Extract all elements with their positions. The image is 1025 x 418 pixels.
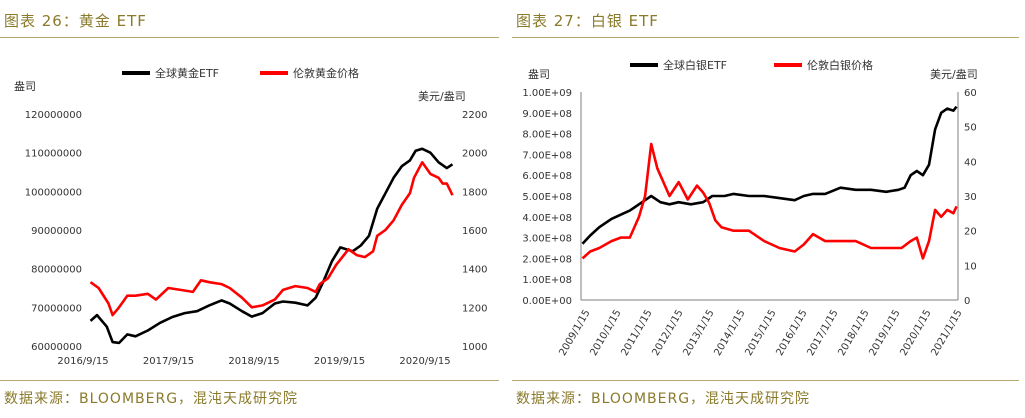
source-divider	[0, 380, 499, 381]
left-tick-label: 5.00E+08	[522, 192, 572, 203]
right-tick-label: 30	[964, 192, 977, 203]
figure-title: 图表 27：白银 ETF	[516, 12, 659, 30]
x-tick-label: 2013/1/15	[681, 308, 716, 358]
left-tick-label: 8.00E+08	[522, 130, 572, 141]
left-tick-label: 0.00E+00	[522, 296, 572, 307]
left-tick-label: 80000000	[31, 265, 82, 276]
left-tick-label: 2.00E+08	[522, 254, 572, 265]
left-tick-label: 7.00E+08	[522, 150, 572, 161]
right-tick-label: 1000	[462, 342, 487, 353]
left-tick-label: 4.00E+08	[522, 213, 572, 224]
series-line	[581, 142, 958, 260]
x-tick-label: 2019/9/15	[314, 356, 365, 367]
left-axis-title: 盎司	[528, 67, 550, 81]
gold-etf-panel: 图表 26：黄金 ETF 盎司美元/盎司 120000000 110000000 10…	[0, 0, 505, 418]
x-tick-label: 2021/1/15	[929, 308, 964, 358]
source-note: 数据来源：BLOOMBERG，混沌天成研究院	[516, 391, 811, 407]
right-tick-label: 2200	[462, 110, 487, 121]
left-tick-label: 3.00E+08	[522, 234, 572, 245]
left-tick-label: 60000000	[31, 342, 82, 353]
x-tick-label: 2016/1/15	[774, 308, 809, 358]
source-note: 数据来源：BLOOMBERG，混沌天成研究院	[4, 391, 299, 407]
right-tick-label: 1800	[462, 187, 487, 198]
right-axis-title: 美元/盎司	[930, 67, 978, 81]
right-tick-label: 50	[964, 123, 977, 134]
right-tick-label: 1600	[462, 226, 487, 237]
legend-label: 全球白银ETF	[663, 58, 727, 72]
left-tick-label: 1.00E+08	[522, 275, 572, 286]
silver-etf-panel: 图表 27：白银 ETF 盎司 美元/盎司 1.00E+09 9.00E+08 8.00…	[512, 0, 1025, 418]
title-divider	[512, 37, 1019, 38]
left-tick-label: 1.00E+09	[522, 88, 572, 99]
right-tick-label: 20	[964, 227, 977, 238]
left-tick-label: 6.00E+08	[522, 171, 572, 182]
figure-title: 图表 26：黄金 ETF	[4, 12, 147, 30]
x-tick-label: 2009/1/15	[557, 308, 592, 358]
right-tick-label: 60	[964, 88, 977, 99]
legend-label: 伦敦黄金价格	[293, 66, 359, 80]
x-tick-label: 2017/1/15	[805, 308, 840, 358]
legend-label: 全球黄金ETF	[155, 66, 219, 80]
left-tick-label: 9.00E+08	[522, 109, 572, 120]
right-tick-label: 0	[964, 296, 970, 307]
right-tick-label: 10	[964, 261, 977, 272]
legend-label: 伦敦白银价格	[807, 58, 873, 72]
x-tick-label: 2015/1/15	[743, 308, 778, 358]
source-divider	[512, 380, 1019, 381]
x-tick-label: 2014/1/15	[712, 308, 747, 358]
x-tick-label: 2017/9/15	[143, 356, 194, 367]
left-tick-label: 100000000	[25, 187, 82, 198]
x-tick-label: 2011/1/15	[619, 308, 654, 358]
x-tick-label: 2020/9/15	[399, 356, 450, 367]
x-tick-label: 2018/1/15	[836, 308, 871, 358]
silver-etf-chart: 盎司 美元/盎司 1.00E+09 9.00E+08 8.00E+08 7.00E+08 6…	[522, 58, 978, 358]
series-line	[89, 161, 454, 317]
left-tick-label: 70000000	[31, 303, 82, 314]
right-tick-label: 2000	[462, 149, 487, 160]
right-tick-label: 40	[964, 157, 977, 168]
series-line	[581, 105, 958, 245]
x-tick-label: 2019/1/15	[867, 308, 902, 358]
left-tick-label: 90000000	[31, 226, 82, 237]
right-axis-title: 美元/盎司	[418, 89, 466, 103]
x-tick-label: 2016/9/15	[57, 356, 108, 367]
left-axis-title: 盎司	[14, 79, 36, 93]
right-tick-label: 1400	[462, 265, 487, 276]
x-tick-label: 2020/1/15	[898, 308, 933, 358]
title-divider	[0, 37, 499, 38]
left-tick-label: 110000000	[25, 149, 82, 160]
x-tick-label: 2012/1/15	[650, 308, 685, 358]
x-tick-label: 2010/1/15	[588, 308, 623, 358]
x-tick-label: 2018/9/15	[228, 356, 279, 367]
right-tick-label: 1200	[462, 303, 487, 314]
left-tick-label: 120000000	[25, 110, 82, 121]
series-line	[89, 147, 454, 345]
